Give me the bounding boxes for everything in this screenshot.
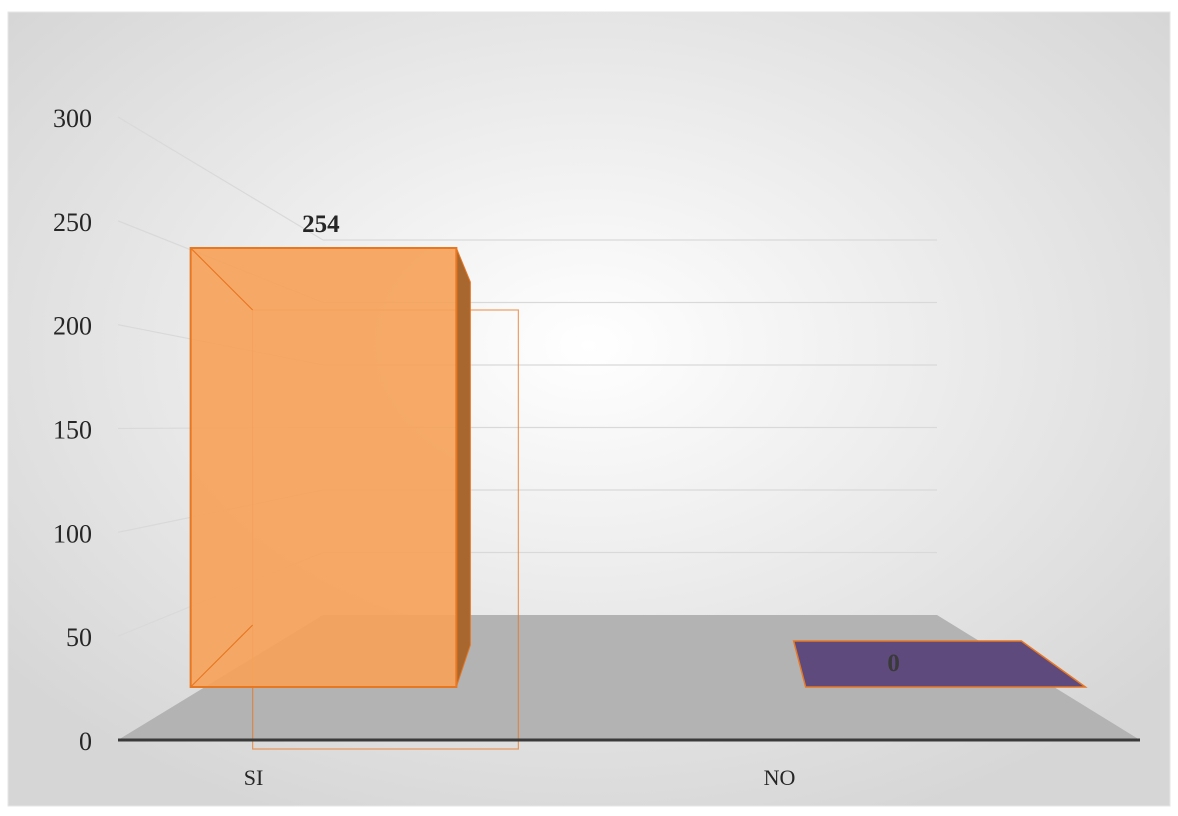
bar[interactable] <box>792 640 1088 688</box>
bar[interactable] <box>189 247 458 688</box>
bar-edge <box>190 624 254 688</box>
y-tick-label: 300 <box>53 104 92 133</box>
y-tick-label: 100 <box>53 519 92 548</box>
y-tick-label: 150 <box>53 416 92 445</box>
bar-edge <box>190 247 254 311</box>
y-tick-label: 200 <box>53 312 92 341</box>
gridline-side <box>117 116 324 241</box>
y-tick-label: 0 <box>79 727 92 756</box>
data-label: 0 <box>887 650 900 677</box>
bar-side-face <box>455 247 471 688</box>
y-tick-label: 250 <box>53 208 92 237</box>
x-tick-label: SI <box>244 765 264 790</box>
y-tick-label: 50 <box>66 623 92 652</box>
data-label: 254 <box>302 211 340 238</box>
x-tick-label: NO <box>764 765 796 790</box>
